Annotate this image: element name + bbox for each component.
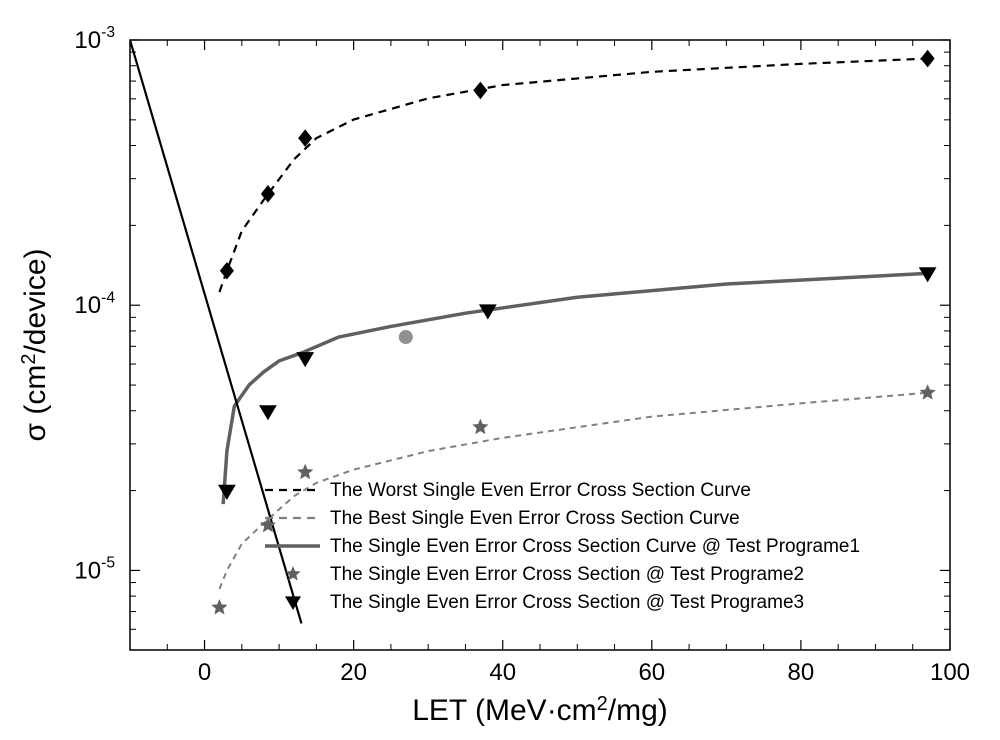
svg-text:The Single Even Error Cross S: The Single Even Error Cross Section Curv… — [330, 536, 860, 557]
svg-text:60: 60 — [638, 659, 665, 686]
svg-text:10-4: 10-4 — [74, 289, 115, 319]
svg-text:LET (MeV·cm2/mg): LET (MeV·cm2/mg) — [412, 693, 668, 727]
svg-text:20: 20 — [340, 659, 367, 686]
svg-text:40: 40 — [489, 659, 516, 686]
svg-text:80: 80 — [788, 659, 815, 686]
chart-svg: 0 20 40 60 80 100 10-5 10-4 10-3 LET (MeV·cm2/mg)… — [0, 0, 1000, 740]
svg-text:The Best Single Even Error Cr: The Best Single Even Error Cross Section… — [330, 508, 740, 529]
svg-text:σ (cm2/device): σ (cm2/device) — [18, 248, 52, 441]
chart-container: 0 20 40 60 80 100 10-5 10-4 10-3 LET (MeV·cm2/mg)… — [0, 0, 1000, 740]
svg-text:The Worst Single Even Error C: The Worst Single Even Error Cross Sectio… — [330, 480, 751, 501]
svg-text:The Single Even Error Cross S: The Single Even Error Cross Section @ Te… — [330, 564, 804, 585]
svg-text:The Single Even Error Cross S: The Single Even Error Cross Section @ Te… — [330, 592, 804, 613]
svg-text:10-3: 10-3 — [74, 24, 115, 54]
svg-text:10-5: 10-5 — [74, 555, 115, 585]
svg-text:100: 100 — [930, 659, 970, 686]
svg-text:0: 0 — [198, 659, 211, 686]
